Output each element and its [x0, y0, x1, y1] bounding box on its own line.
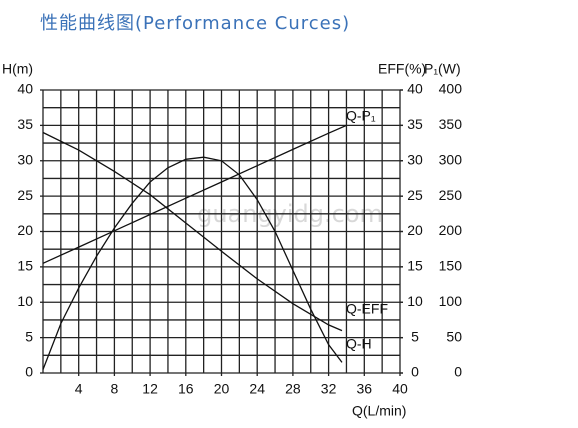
x-axis-label: Q(L/min) — [352, 403, 406, 419]
y3-tick-label: 100 — [439, 293, 463, 309]
y3-axis-label: P₁(W) — [424, 61, 461, 77]
x-tick-label: 12 — [142, 381, 158, 397]
y2-tick-label: 15 — [407, 258, 423, 274]
x-tick-label: 32 — [321, 381, 337, 397]
series-label: Q-EFF — [346, 301, 388, 317]
y2-tick-label: 20 — [407, 222, 423, 238]
series-line — [42, 124, 347, 264]
y2-tick-label: 30 — [407, 151, 423, 167]
y2-tick-label: 10 — [407, 293, 423, 309]
x-tick-label: 24 — [249, 381, 265, 397]
y3-tick-label: 0 — [454, 364, 462, 380]
y3-tick-label: 250 — [439, 187, 463, 203]
y-tick-label: 5 — [25, 328, 33, 344]
y3-tick-label: 400 — [439, 81, 463, 97]
x-tick-label: 28 — [285, 381, 301, 397]
x-tick-label: 40 — [392, 381, 408, 397]
x-tick-label: 8 — [111, 381, 119, 397]
x-tick-label: 4 — [75, 381, 83, 397]
y2-tick-label: 35 — [407, 116, 423, 132]
x-tick-label: 16 — [178, 381, 194, 397]
series-line — [42, 156, 343, 370]
series-label: Q-H — [346, 336, 372, 352]
y-tick-label: 30 — [17, 151, 33, 167]
y-tick-label: 20 — [17, 222, 33, 238]
y2-tick-label: 0 — [411, 364, 419, 380]
chart-title: 性能曲线图(Performance Curces) — [40, 13, 350, 34]
x-tick-label: 20 — [214, 381, 230, 397]
y3-tick-label: 200 — [439, 222, 463, 238]
y-tick-label: 25 — [17, 187, 33, 203]
y2-tick-label: 5 — [411, 328, 419, 344]
y3-tick-label: 300 — [439, 151, 463, 167]
y2-tick-label: 40 — [407, 81, 423, 97]
y-tick-label: 10 — [17, 293, 33, 309]
y2-tick-label: 25 — [407, 187, 423, 203]
y-tick-label: 35 — [17, 116, 33, 132]
y3-tick-label: 50 — [446, 328, 462, 344]
y2-axis-label: EFF(%) — [378, 61, 426, 77]
y-tick-label: 0 — [25, 364, 33, 380]
y-tick-label: 40 — [17, 81, 33, 97]
series-label: Q-P₁ — [346, 108, 376, 124]
x-tick-label: 36 — [357, 381, 373, 397]
y3-tick-label: 350 — [439, 116, 463, 132]
y-tick-label: 15 — [17, 258, 33, 274]
y-axis-label: H(m) — [2, 61, 33, 77]
series-line — [42, 131, 343, 332]
y3-tick-label: 150 — [439, 258, 463, 274]
